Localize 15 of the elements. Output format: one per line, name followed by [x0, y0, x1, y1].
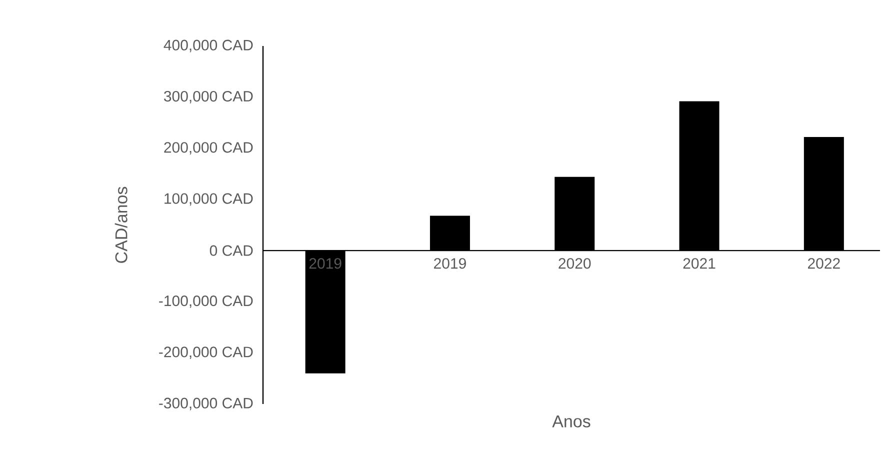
y-tick-label: 300,000 CAD [164, 90, 253, 104]
x-tick-label: 2019 [434, 258, 466, 269]
y-tick-label: 0 CAD [210, 245, 253, 256]
x-tick-label: 2022 [808, 258, 840, 269]
y-tick-label: 400,000 CAD [164, 40, 253, 52]
y-tick-label: -100,000 CAD [159, 296, 253, 308]
y-tick-label: -300,000 CAD [159, 398, 253, 410]
y-tick-label: 100,000 CAD [164, 193, 253, 206]
y-tick-label: -200,000 CAD [159, 346, 253, 360]
x-tick-label: 2021 [683, 258, 716, 269]
x-tick-label: 2019 [309, 258, 342, 269]
y-axis-title: CAD/anos [114, 186, 128, 263]
x-tick-label: 2020 [558, 258, 591, 269]
y-tick-label: 200,000 CAD [164, 142, 253, 154]
x-axis-title: Anos [552, 416, 590, 428]
